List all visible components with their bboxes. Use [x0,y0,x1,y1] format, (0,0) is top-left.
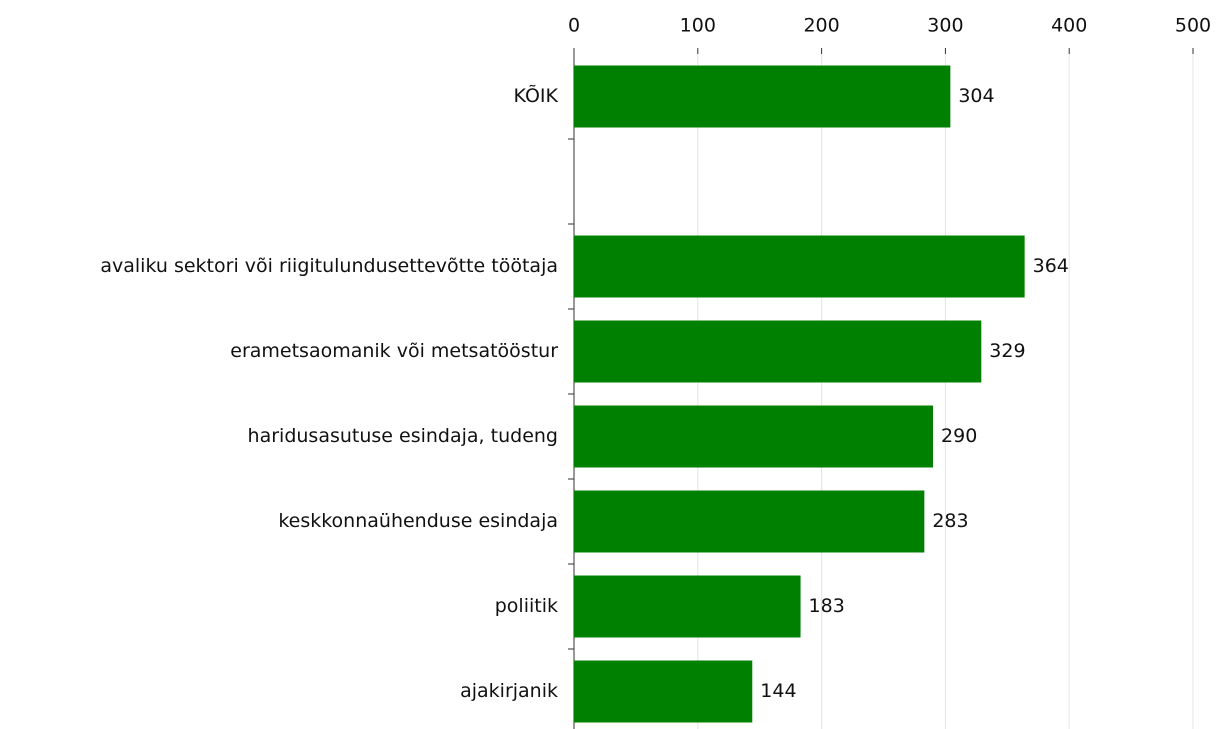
y-tick-label: KÕIK [514,84,559,107]
data-label: 283 [932,510,968,532]
bar [574,235,1025,298]
x-tick-label: 100 [680,15,716,37]
bar [574,575,801,638]
x-tick-label: 300 [927,15,963,37]
bar [574,320,982,383]
x-tick-label: 400 [1051,15,1087,37]
data-label: 183 [809,595,845,617]
y-tick-label: poliitik [495,595,558,617]
x-tick-label: 200 [803,15,839,37]
bar [574,405,934,468]
data-label: 304 [958,85,994,107]
y-tick-label: keskkonnaühenduse esindaja [278,510,558,532]
y-tick-label: haridusasutuse esindaja, tudeng [248,425,558,447]
data-label: 144 [760,680,796,702]
data-label: 329 [989,340,1025,362]
data-label: 290 [941,425,977,447]
data-label: 364 [1033,255,1069,277]
y-tick-label: erametsaomanik või metsatööstur [230,340,558,362]
bar [574,65,951,128]
y-tick-label: avaliku sektori või riigitulundusettevõt… [100,255,558,277]
x-tick-label: 500 [1175,15,1211,37]
x-tick-label: 0 [568,15,580,37]
y-tick-label: ajakirjanik [460,680,558,702]
bar [574,490,925,553]
bar [574,660,753,723]
